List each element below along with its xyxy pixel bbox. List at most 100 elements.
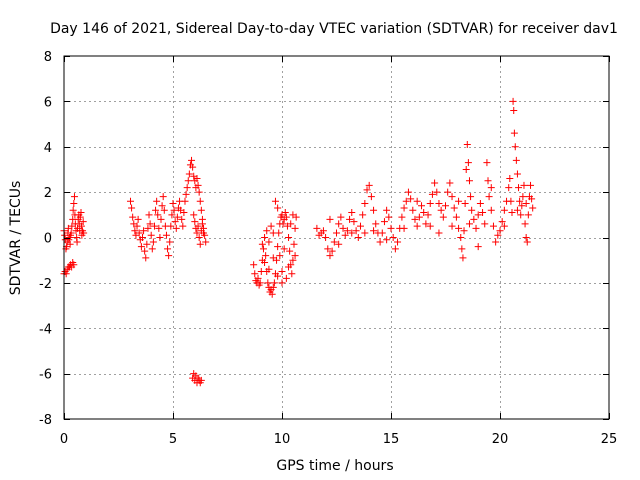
data-point	[190, 211, 198, 219]
data-point	[330, 238, 338, 246]
data-point	[413, 197, 421, 205]
data-point	[391, 245, 399, 253]
data-point	[153, 197, 161, 205]
data-point	[402, 197, 410, 205]
data-point	[485, 193, 493, 201]
data-point	[146, 220, 154, 228]
data-point	[348, 209, 356, 217]
data-point	[152, 206, 160, 214]
data-point	[279, 220, 287, 228]
data-point	[450, 204, 458, 212]
data-point	[370, 206, 378, 214]
data-point	[196, 240, 204, 248]
y-tick-label: -2	[39, 277, 52, 292]
data-point	[172, 224, 180, 232]
data-point	[150, 222, 158, 230]
y-tick-label: 8	[44, 50, 52, 65]
data-point	[197, 206, 205, 214]
data-point	[326, 215, 334, 223]
data-point	[319, 227, 327, 235]
data-point	[363, 186, 371, 194]
y-tick-label: 6	[44, 95, 52, 110]
data-point	[180, 209, 188, 217]
data-point	[269, 254, 277, 262]
data-point	[518, 202, 526, 210]
data-point	[339, 224, 347, 232]
data-point	[400, 224, 408, 232]
data-point	[492, 238, 500, 246]
data-point	[138, 234, 146, 241]
chart-title: Day 146 of 2021, Sidereal Day-to-day VTE…	[50, 21, 618, 37]
data-point	[194, 222, 202, 230]
data-point	[476, 199, 484, 207]
data-point	[378, 229, 386, 237]
data-point	[143, 240, 151, 248]
data-point	[398, 213, 406, 221]
x-tick-label: 15	[383, 432, 400, 447]
data-point	[128, 204, 136, 212]
data-point	[196, 197, 204, 205]
data-point	[278, 268, 286, 276]
data-point	[67, 229, 75, 237]
data-point	[521, 220, 529, 228]
data-point	[512, 156, 520, 164]
data-point	[359, 211, 367, 219]
data-point	[274, 204, 282, 212]
data-point	[324, 245, 332, 253]
data-point	[446, 179, 454, 187]
data-point	[337, 213, 345, 221]
data-point	[268, 290, 276, 298]
data-point	[516, 197, 524, 205]
data-point	[474, 243, 482, 251]
data-point	[290, 240, 298, 248]
data-point	[519, 193, 527, 201]
data-point	[494, 231, 502, 239]
data-point	[500, 222, 508, 230]
data-point	[167, 222, 175, 230]
data-point	[370, 227, 378, 235]
data-point	[70, 193, 78, 201]
data-point	[328, 247, 336, 255]
data-point	[439, 213, 447, 221]
data-point	[79, 218, 87, 226]
data-point	[182, 190, 190, 198]
data-point	[435, 229, 443, 237]
data-point	[269, 229, 277, 237]
x-tick-label: 25	[601, 432, 618, 447]
data-point	[413, 222, 421, 230]
data-point	[144, 224, 152, 232]
data-point	[461, 199, 469, 207]
data-point	[452, 213, 460, 221]
data-point	[274, 272, 282, 280]
axis-ticks	[64, 56, 610, 420]
data-point	[420, 209, 428, 217]
data-point	[135, 229, 143, 237]
data-point	[437, 206, 445, 214]
y-tick-label: -6	[39, 368, 52, 383]
x-tick-label: 20	[492, 432, 509, 447]
data-point	[365, 181, 373, 189]
data-point	[394, 238, 402, 246]
data-point	[137, 243, 145, 251]
data-point	[372, 220, 380, 228]
data-point	[506, 175, 514, 183]
data-point	[389, 234, 397, 241]
data-point	[464, 159, 472, 167]
data-point	[513, 170, 521, 178]
data-point	[361, 229, 369, 237]
data-point	[460, 227, 468, 235]
x-tick-label: 5	[169, 432, 177, 447]
data-point	[522, 234, 530, 241]
data-point	[195, 188, 203, 196]
data-point	[484, 177, 492, 185]
data-point	[256, 279, 264, 287]
data-point	[280, 245, 288, 253]
x-axis-label: GPS time / hours	[276, 458, 393, 474]
data-point	[528, 195, 536, 203]
data-point	[270, 279, 278, 287]
data-point	[474, 211, 482, 219]
data-point	[455, 197, 463, 205]
data-point	[529, 204, 537, 212]
data-point	[361, 199, 369, 207]
data-point	[510, 106, 518, 114]
